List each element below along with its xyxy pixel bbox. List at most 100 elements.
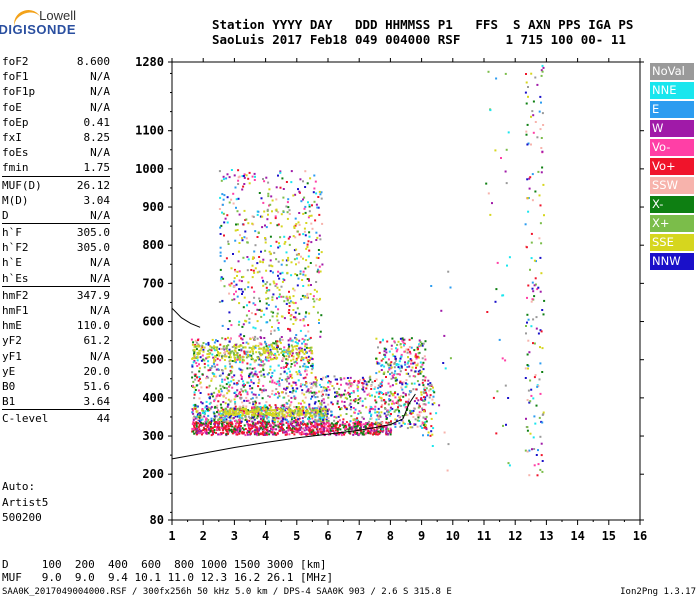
echo-point xyxy=(251,175,254,178)
echo-point xyxy=(353,411,356,414)
echo-point xyxy=(239,368,242,371)
echo-point xyxy=(285,355,288,358)
echo-point xyxy=(408,375,411,378)
echo-point xyxy=(362,423,365,426)
echo-point xyxy=(321,263,324,266)
echo-point xyxy=(276,420,279,423)
echo-point xyxy=(275,382,278,385)
echo-point xyxy=(253,361,256,364)
echo-point xyxy=(527,142,530,145)
echo-point xyxy=(274,215,277,218)
echo-point xyxy=(372,431,375,434)
echo-point xyxy=(330,425,333,428)
echo-point xyxy=(354,408,357,411)
echo-point xyxy=(225,433,228,436)
echo-point xyxy=(298,233,301,236)
echo-point xyxy=(300,356,303,359)
echo-point xyxy=(339,408,341,411)
echo-point xyxy=(248,375,250,377)
echo-point xyxy=(227,351,230,354)
echo-point xyxy=(219,359,222,362)
echo-point xyxy=(404,386,407,389)
echo-point xyxy=(191,423,194,425)
echo-point xyxy=(392,355,395,357)
echo-point xyxy=(279,417,282,420)
echo-point xyxy=(310,382,313,385)
echo-point xyxy=(389,385,392,388)
echo-point xyxy=(255,374,258,377)
echo-point xyxy=(219,196,222,199)
echo-point xyxy=(316,395,319,398)
echo-point xyxy=(486,311,489,313)
echo-point xyxy=(315,281,318,283)
echo-point xyxy=(236,389,239,392)
echo-point xyxy=(199,377,201,380)
echo-point xyxy=(274,411,277,414)
echo-point xyxy=(228,416,231,419)
echo-point xyxy=(301,399,304,402)
param-label: h`Es xyxy=(2,271,29,285)
echo-point xyxy=(539,256,542,259)
echo-point xyxy=(344,424,347,427)
echo-point xyxy=(286,386,289,389)
echo-point xyxy=(340,378,343,381)
echo-point xyxy=(394,425,397,428)
echo-point xyxy=(364,432,367,435)
echo-point xyxy=(288,213,291,215)
echo-point xyxy=(208,397,211,400)
echo-point xyxy=(295,318,298,320)
echo-point xyxy=(390,420,392,423)
echo-point xyxy=(218,413,220,416)
echo-point xyxy=(246,433,249,436)
echo-point xyxy=(251,336,254,339)
echo-point xyxy=(291,428,294,431)
echo-point xyxy=(237,183,240,185)
echo-point xyxy=(524,449,527,452)
echo-point xyxy=(313,288,316,291)
echo-point xyxy=(403,338,406,341)
echo-point xyxy=(541,150,544,153)
echo-point xyxy=(278,245,281,248)
echo-point xyxy=(528,401,531,404)
echo-point xyxy=(223,423,226,426)
echo-point xyxy=(352,421,355,424)
echo-point xyxy=(243,408,245,411)
echo-point xyxy=(219,412,222,415)
echo-point xyxy=(206,353,209,356)
echo-point xyxy=(218,422,221,425)
echo-point xyxy=(211,365,214,368)
echo-point xyxy=(322,376,325,379)
echo-point xyxy=(237,260,240,263)
echo-point xyxy=(206,426,209,428)
echo-point xyxy=(404,361,406,364)
echo-point xyxy=(258,297,261,300)
echo-point xyxy=(243,431,246,434)
echo-point xyxy=(222,395,225,398)
echo-point xyxy=(243,183,246,185)
echo-point xyxy=(250,398,253,400)
param-value: N/A xyxy=(90,146,110,160)
echo-point xyxy=(390,371,393,374)
echo-point xyxy=(361,404,364,407)
echo-point xyxy=(234,425,237,428)
echo-point xyxy=(261,421,264,424)
echo-point xyxy=(387,364,390,367)
echo-point xyxy=(219,254,222,257)
echo-point xyxy=(275,433,278,436)
x-tick-label: 9 xyxy=(418,529,425,543)
echo-point xyxy=(250,354,253,357)
echo-point xyxy=(263,348,266,351)
echo-point xyxy=(314,392,317,395)
echo-point xyxy=(302,365,305,368)
echo-point xyxy=(236,356,239,359)
echo-point xyxy=(320,417,323,420)
echo-point xyxy=(227,412,230,415)
echo-point xyxy=(295,352,298,355)
echo-point xyxy=(361,400,364,403)
echo-point xyxy=(252,256,255,259)
echo-point xyxy=(235,283,238,286)
echo-point xyxy=(299,329,302,332)
echo-point xyxy=(277,223,280,226)
echo-point xyxy=(349,399,352,402)
echo-point xyxy=(211,426,214,429)
